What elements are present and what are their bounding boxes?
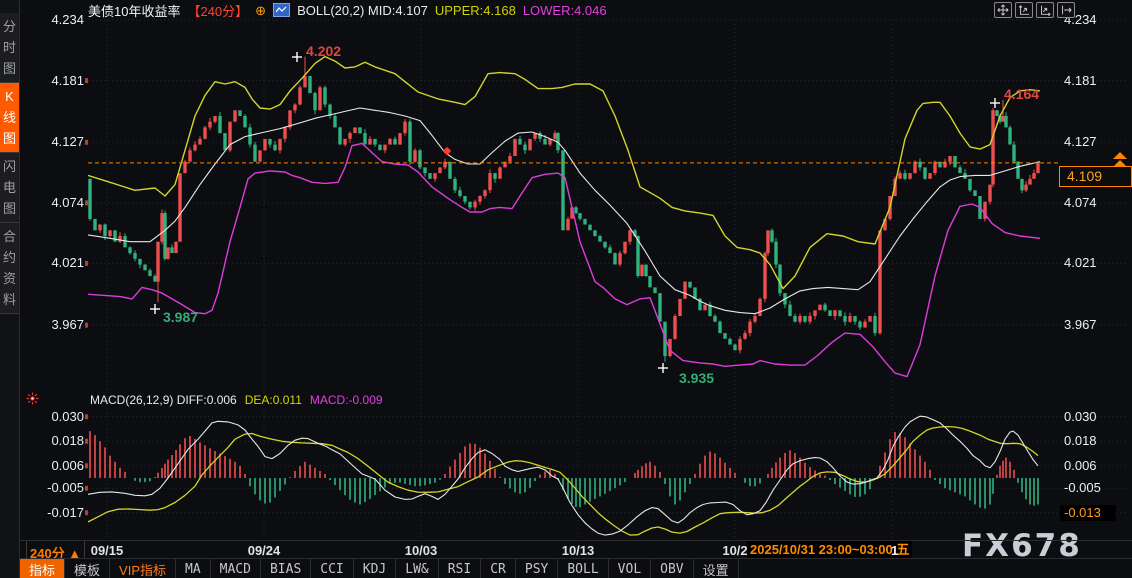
macd-axis-label-right: 0.006 <box>1064 457 1097 473</box>
zoom-x-axis-icon[interactable] <box>1036 2 1054 18</box>
toolbar-item-OBV[interactable]: OBV <box>651 559 694 578</box>
date-label-09-24: 09/24 <box>247 543 281 558</box>
period-tag: 【240分】 <box>187 3 249 19</box>
macd-axis-label-left: 0.018 <box>51 433 84 449</box>
candle-tooltip: 2025/10/31 23:00~03:00 五 <box>747 541 913 559</box>
macd-axis-label-left: -0.005 <box>47 480 84 496</box>
indicator-toolbar: 指标 模板 VIP指标 MA MACD BIAS CCI KDJ LW& RSI CR PSY BOLL… <box>20 558 1132 578</box>
toolbar-item-VIP指标[interactable]: VIP指标 <box>110 559 176 578</box>
scroll-right-icon[interactable] <box>1057 2 1075 18</box>
toolbar-item-指标[interactable]: 指标 <box>20 559 66 578</box>
date-label-10-13: 10/13 <box>561 543 595 558</box>
chart-tool-icons <box>994 2 1075 18</box>
date-label-10-2: 10/2 <box>722 543 748 558</box>
svg-text:3.987: 3.987 <box>163 309 198 325</box>
axis-ticks <box>85 78 88 516</box>
grid-layer <box>88 19 1128 538</box>
price-axis-label-right: 3.967 <box>1064 317 1097 333</box>
price-axis-label-right: 4.127 <box>1064 134 1097 150</box>
period-selector[interactable]: 240分 ▲ <box>30 546 82 561</box>
macd-axis-label-right: 0.018 <box>1064 433 1097 449</box>
current-price-line <box>88 152 1127 167</box>
macd-axis-label-right: -0.005 <box>1064 480 1101 496</box>
current-macd-box: -0.013 <box>1060 504 1116 521</box>
toolbar-item-CCI[interactable]: CCI <box>311 559 354 578</box>
toolbar-item-PSY[interactable]: PSY <box>516 559 559 578</box>
macd-axis-label-left: -0.017 <box>47 504 84 520</box>
toolbar-item-MA[interactable]: MA <box>176 559 211 578</box>
boll-mid-label: BOLL(20,2) MID:4.107 <box>297 2 428 18</box>
candle-count: 1 <box>891 543 899 558</box>
macd-dea-label: DEA:0.011 <box>244 393 302 407</box>
toolbar-item-设置[interactable]: 设置 <box>694 559 739 578</box>
indicator-settings-icon[interactable] <box>26 392 39 410</box>
macd-value-label: MACD:-0.009 <box>309 393 383 407</box>
toolbar-item-LW&[interactable]: LW& <box>396 559 439 578</box>
toolbar-item-BIAS[interactable]: BIAS <box>261 559 312 578</box>
macd-axis-label-left: 0.030 <box>51 408 84 424</box>
price-axis-label-left: 4.074 <box>51 194 84 210</box>
macd-layer <box>88 415 1039 536</box>
price-axis-label-left: 4.021 <box>51 255 84 271</box>
sidebar-tab-合约资料[interactable]: 合约资料 <box>0 223 19 314</box>
divider <box>26 541 27 559</box>
sidebar-tab-分时图[interactable]: 分时图 <box>0 13 19 83</box>
price-axis-label-left: 3.967 <box>51 317 84 333</box>
toolbar-item-RSI[interactable]: RSI <box>439 559 482 578</box>
add-indicator-icon[interactable]: ⊕ <box>255 2 267 18</box>
chart-header: 美债10年收益率 【240分】 ⊕ BOLL(20,2) MID:4.107 U… <box>88 2 607 19</box>
bollinger-layer <box>88 55 1040 378</box>
price-axis-label-right: 4.181 <box>1064 72 1097 88</box>
candles-layer <box>88 56 1040 362</box>
toolbar-item-CR[interactable]: CR <box>481 559 516 578</box>
date-label-10-03: 10/03 <box>404 543 438 558</box>
toolbar-item-MACD[interactable]: MACD <box>211 559 261 578</box>
boll-lower-label: LOWER:4.046 <box>522 2 607 18</box>
price-axis-label-left: 4.234 <box>51 12 84 27</box>
time-axis-row: 240分 ▲ 09/15 09/24 10/03 10/13 10/2 2025/10/… <box>20 540 1132 561</box>
pan-icon[interactable] <box>994 2 1012 18</box>
mini-chart-icon[interactable] <box>273 3 291 17</box>
zoom-y-axis-icon[interactable] <box>1015 2 1033 18</box>
price-axis-label-right: 4.074 <box>1064 194 1097 210</box>
boll-upper-label: UPPER:4.168 <box>434 2 516 18</box>
instrument-title: 美债10年收益率 <box>88 3 181 19</box>
date-label-09-15: 09/15 <box>90 543 124 558</box>
annotations-layer: 4.202 4.164 3.987 3.935 <box>150 43 1039 386</box>
price-axis-label-left: 4.181 <box>51 72 84 88</box>
toolbar-item-VOL[interactable]: VOL <box>609 559 652 578</box>
svg-text:4.202: 4.202 <box>306 43 341 59</box>
macd-axis-label-right: 0.030 <box>1064 408 1097 424</box>
toolbar-item-KDJ[interactable]: KDJ <box>354 559 397 578</box>
svg-text:4.164: 4.164 <box>1004 86 1039 102</box>
price-axis-label-right: 4.021 <box>1064 255 1097 271</box>
svg-text:3.935: 3.935 <box>679 370 714 386</box>
sidebar-tab-闪电图[interactable]: 闪电图 <box>0 153 19 223</box>
macd-diff-label: MACD(26,12,9) DIFF:0.006 <box>90 393 237 407</box>
current-price-box: 4.109 <box>1059 165 1132 187</box>
macd-axis-label-left: 0.006 <box>51 457 84 473</box>
price-axis-label-left: 4.127 <box>51 134 84 150</box>
macd-header: MACD(26,12,9) DIFF:0.006 DEA:0.011 MACD:… <box>90 393 383 407</box>
toolbar-item-模板[interactable]: 模板 <box>65 559 111 578</box>
toolbar-item-BOLL[interactable]: BOLL <box>558 559 609 578</box>
divider <box>84 541 85 559</box>
